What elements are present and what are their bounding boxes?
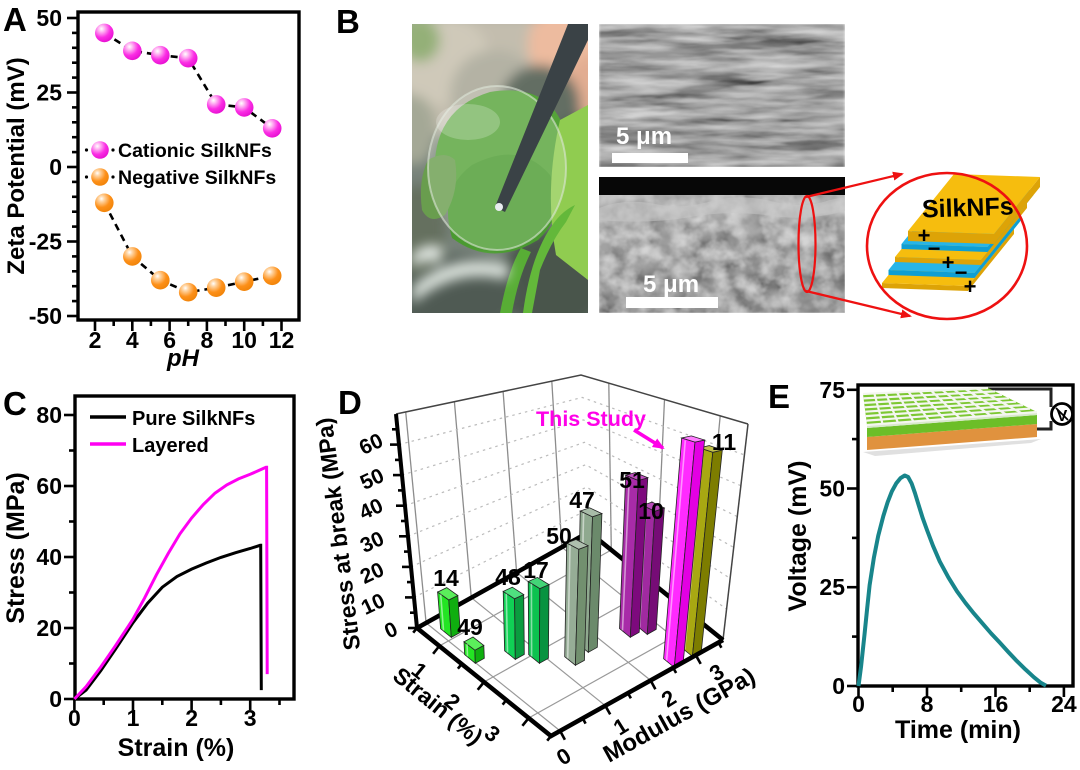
svg-text:50: 50 xyxy=(546,523,572,549)
svg-text:−: − xyxy=(955,260,968,285)
svg-text:50: 50 xyxy=(36,5,62,31)
svg-text:51: 51 xyxy=(619,467,645,493)
svg-text:4: 4 xyxy=(126,327,139,353)
svg-text:C: C xyxy=(3,385,27,422)
svg-text:B: B xyxy=(336,3,360,40)
svg-text:0: 0 xyxy=(68,705,81,731)
svg-text:5 μm: 5 μm xyxy=(616,123,672,150)
svg-text:2: 2 xyxy=(185,705,198,731)
svg-text:Zeta Potential (mV): Zeta Potential (mV) xyxy=(3,57,30,274)
svg-text:Strain (%): Strain (%) xyxy=(118,734,235,762)
svg-text:60: 60 xyxy=(356,429,387,460)
svg-text:25: 25 xyxy=(819,574,845,600)
svg-text:30: 30 xyxy=(357,527,388,558)
svg-text:25: 25 xyxy=(36,80,62,106)
svg-text:8: 8 xyxy=(921,691,934,717)
svg-text:60: 60 xyxy=(36,473,62,499)
svg-text:+: + xyxy=(964,274,977,299)
svg-text:0: 0 xyxy=(832,673,845,699)
svg-text:0: 0 xyxy=(49,686,62,712)
svg-text:Voltage (mV): Voltage (mV) xyxy=(784,461,812,612)
svg-text:Time (min): Time (min) xyxy=(895,716,1021,744)
svg-text:This Study: This Study xyxy=(536,407,646,431)
svg-text:5 μm: 5 μm xyxy=(643,271,699,298)
svg-text:+: + xyxy=(918,223,931,248)
svg-text:Negative SilkNFs: Negative SilkNFs xyxy=(118,167,276,189)
svg-text:49: 49 xyxy=(457,614,483,640)
svg-text:-25: -25 xyxy=(29,229,62,255)
svg-text:10: 10 xyxy=(231,327,257,353)
svg-text:E: E xyxy=(768,378,790,415)
svg-text:20: 20 xyxy=(357,558,388,589)
svg-text:10: 10 xyxy=(358,589,389,620)
svg-text:12: 12 xyxy=(269,327,295,353)
svg-text:D: D xyxy=(338,384,362,421)
svg-text:17: 17 xyxy=(523,557,549,583)
svg-text:11: 11 xyxy=(712,429,737,455)
svg-text:6: 6 xyxy=(163,327,176,353)
svg-text:3: 3 xyxy=(244,705,257,731)
svg-text:40: 40 xyxy=(356,494,387,525)
svg-text:−: − xyxy=(928,236,941,261)
svg-text:Stress at break (MPa): Stress at break (MPa) xyxy=(311,416,365,651)
svg-text:0: 0 xyxy=(552,743,576,770)
svg-text:2: 2 xyxy=(89,327,102,353)
svg-text:Layered: Layered xyxy=(132,435,209,457)
svg-text:16: 16 xyxy=(983,691,1009,717)
svg-text:50: 50 xyxy=(357,464,388,495)
svg-text:SilkNFs: SilkNFs xyxy=(921,192,1014,223)
svg-text:1: 1 xyxy=(127,705,140,731)
svg-text:Stress (MPa): Stress (MPa) xyxy=(2,472,30,623)
svg-text:50: 50 xyxy=(819,476,845,502)
svg-text:V: V xyxy=(1057,408,1068,425)
svg-text:24: 24 xyxy=(1051,691,1077,717)
svg-text:0: 0 xyxy=(381,618,401,644)
svg-text:A: A xyxy=(3,1,27,38)
svg-text:47: 47 xyxy=(569,487,595,513)
svg-text:20: 20 xyxy=(36,615,62,641)
svg-text:Pure SilkNFs: Pure SilkNFs xyxy=(132,408,255,430)
svg-text:0: 0 xyxy=(49,154,62,180)
svg-text:0: 0 xyxy=(852,691,865,717)
svg-text:+: + xyxy=(942,250,955,275)
svg-text:Cationic SilkNFs: Cationic SilkNFs xyxy=(118,140,272,162)
svg-text:8: 8 xyxy=(201,327,214,353)
svg-text:10: 10 xyxy=(638,498,664,524)
svg-text:75: 75 xyxy=(819,377,845,403)
svg-text:40: 40 xyxy=(36,544,62,570)
svg-text:-50: -50 xyxy=(29,303,62,329)
svg-text:pH: pH xyxy=(166,345,200,372)
svg-text:14: 14 xyxy=(433,565,459,591)
svg-text:48: 48 xyxy=(495,564,521,590)
svg-text:80: 80 xyxy=(36,402,62,428)
